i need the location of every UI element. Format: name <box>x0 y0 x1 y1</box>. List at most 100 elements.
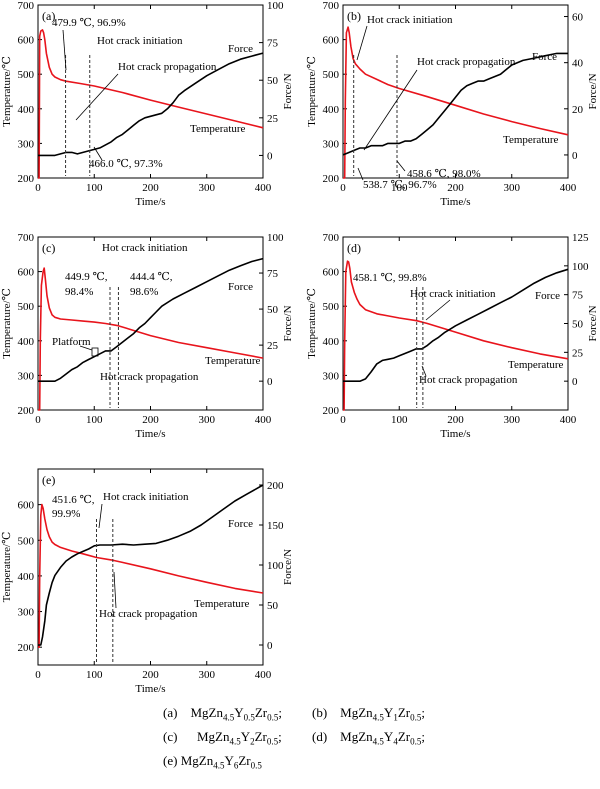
caption-b-sub3: 0.5 <box>410 712 422 723</box>
y-left-tick-label: 300 <box>323 138 340 150</box>
caption-c-tag: (c) <box>163 729 178 744</box>
annotation-text: 479.9 ℃, 96.9% <box>52 17 126 29</box>
panel-e: 0 100 200 300 400 200 300 400 500 600 0 50 100 150 200… <box>1 468 294 695</box>
caption-e-sub2: 6 <box>233 760 239 771</box>
x-tick-label: 300 <box>199 182 216 194</box>
annotation-leader <box>93 146 103 161</box>
annotation-text: Force <box>228 518 253 530</box>
annotation-text: Hot crack propagation <box>417 56 516 68</box>
y-left-tick-label: 600 <box>18 267 35 279</box>
plot-frame <box>342 4 569 179</box>
y-left-tick-label: 200 <box>323 173 340 185</box>
x-tick-label: 200 <box>142 669 159 681</box>
y-left-tick-label: 600 <box>18 35 35 47</box>
annotation-leader <box>356 25 368 61</box>
y-left-tick-label: 500 <box>18 535 35 547</box>
annotation-text: 466.0 ℃, 97.3% <box>89 158 163 170</box>
x-tick-label: 0 <box>340 182 346 194</box>
annotation-text: 449.9 ℃, <box>65 271 108 283</box>
caption-e-el2: Zr <box>238 753 251 768</box>
temperature-line <box>38 267 264 411</box>
caption-b-end: ; <box>421 705 425 720</box>
caption-a-el: Y <box>234 705 244 720</box>
x-tick-label: 400 <box>255 414 272 426</box>
x-axis-label: Time/s <box>135 196 165 208</box>
caption-e-sub3: 0.5 <box>250 760 262 771</box>
annotation-text: 98.4% <box>65 286 93 298</box>
annotation-leader <box>363 69 418 151</box>
x-tick-label: 200 <box>447 414 464 426</box>
caption-c-el: Y <box>240 729 251 744</box>
y-right-tick-label: 50 <box>267 75 279 87</box>
x-axis-label: Time/s <box>440 428 470 440</box>
caption-d-sub3: 0.5 <box>410 736 422 747</box>
annotation-text: Hot crack initiation <box>102 242 188 254</box>
x-axis-label: Time/s <box>135 683 165 695</box>
panel-label: (d) <box>347 241 361 255</box>
caption-e-sub1: 4.5 <box>213 760 225 771</box>
x-tick-label: 400 <box>560 182 577 194</box>
y-left-tick-label: 500 <box>323 69 340 81</box>
y-right-axis-label: Force/N <box>587 305 599 341</box>
caption-a-end: ; <box>278 705 282 720</box>
panel-c: 0 100 200 300 400 200 300 400 500 600 700 0 25 50 75 10… <box>1 232 294 440</box>
y-right-tick-label: 75 <box>267 38 279 50</box>
y-right-axis-label: Force/N <box>282 549 294 585</box>
caption-c-end: ; <box>278 729 282 744</box>
annotation-leader <box>396 160 406 172</box>
y-left-tick-label: 200 <box>18 173 35 185</box>
caption-b-el2: Zr <box>397 705 411 720</box>
y-right-tick-label: 125 <box>572 232 589 244</box>
annotation-leader <box>357 167 364 181</box>
y-right-tick-label: 0 <box>267 150 273 162</box>
panel-label: (a) <box>42 9 55 23</box>
caption-d-el: Y <box>383 729 394 744</box>
y-right-tick-label: 50 <box>572 319 584 331</box>
annotation-text: Temperature <box>194 598 250 610</box>
y-right-tick-label: 100 <box>572 261 589 273</box>
y-right-tick-label: 25 <box>267 113 279 125</box>
y-right-tick-label: 100 <box>267 232 284 244</box>
caption-b-base: MgZn <box>340 705 373 720</box>
caption-a: (a) MgZn4.5Y0.5Zr0.5; <box>163 705 282 723</box>
y-right-tick-label: 20 <box>572 104 584 116</box>
y-left-tick-label: 700 <box>323 0 340 12</box>
annotation-text: Hot crack initiation <box>410 288 496 300</box>
caption-a-sub2: 0.5 <box>243 712 255 723</box>
annotation-text: Hot crack propagation <box>99 608 198 620</box>
caption-e-base: MgZn <box>180 753 214 768</box>
annotation-text: Hot crack initiation <box>103 491 189 503</box>
annotation-text: Hot crack propagation <box>100 371 199 383</box>
y-left-tick-label: 400 <box>323 336 340 348</box>
panel-b: 0 100 200 300 400 200 300 400 500 600 700 0 20 40 60 Ti… <box>306 0 599 208</box>
temperature-line <box>38 503 264 649</box>
x-axis-label: Time/s <box>135 428 165 440</box>
y-left-tick-label: 300 <box>323 370 340 382</box>
caption-e-el: Y <box>224 753 234 768</box>
x-tick-label: 0 <box>340 414 346 426</box>
annotation-leader <box>425 299 451 321</box>
caption-c-sub3: 0.5 <box>266 736 279 747</box>
caption-c: (c) MgZn4.5Y2Zr0.5; <box>163 729 282 747</box>
annotation-text: 444.4 ℃, <box>130 271 173 283</box>
annotation-text: Temperature <box>190 123 246 135</box>
annotation-leader <box>113 571 117 609</box>
annotation-leader <box>75 73 119 121</box>
caption-c-sub1: 4.5 <box>229 736 241 747</box>
annotation-text: 98.6% <box>130 286 158 298</box>
caption-b-el: Y <box>383 705 394 720</box>
y-right-axis-label: Force/N <box>282 305 294 341</box>
caption-a-tag: (a) <box>163 705 178 720</box>
x-axis-label: Time/s <box>440 196 470 208</box>
x-tick-label: 200 <box>142 414 159 426</box>
caption-b: (b) MgZn4.5Y1Zr0.5; <box>312 705 425 723</box>
y-left-tick-label: 700 <box>18 232 35 244</box>
y-left-tick-label: 700 <box>18 0 35 12</box>
y-left-tick-label: 400 <box>323 104 340 116</box>
caption-a-sub3: 0.5 <box>267 712 279 723</box>
caption-d: (d) MgZn4.5Y4Zr0.5; <box>312 729 425 747</box>
panel-a: 0 100 200 300 400 200 300 400 500 600 700 0 25 50 75 10… <box>1 0 294 208</box>
y-right-tick-label: 75 <box>267 268 279 280</box>
x-tick-label: 300 <box>504 414 521 426</box>
x-tick-label: 0 <box>35 669 41 681</box>
